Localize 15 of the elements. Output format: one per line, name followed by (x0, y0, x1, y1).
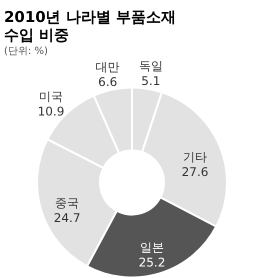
slice-label: 대만 (96, 60, 120, 74)
text: 수입 비중 (4, 26, 70, 44)
data-label: 24.7 (54, 210, 80, 225)
data-label: 27.6 (182, 164, 208, 179)
text: 2010년 나라별 부품소재 (4, 8, 176, 26)
slice-label: 일본 (140, 240, 164, 254)
slice-label: 기타 (183, 150, 208, 164)
slice-label: 독일 (138, 59, 163, 74)
slice-label: 미국 (39, 90, 64, 104)
chart-subtitle: (단위: %) (4, 46, 48, 58)
data-label: 6.6 (98, 75, 118, 90)
data-label: 25.2 (138, 256, 166, 270)
data-label: 5.1 (141, 74, 160, 88)
data-label: 10.9 (38, 104, 64, 119)
slice-label: 중국 (55, 196, 80, 210)
